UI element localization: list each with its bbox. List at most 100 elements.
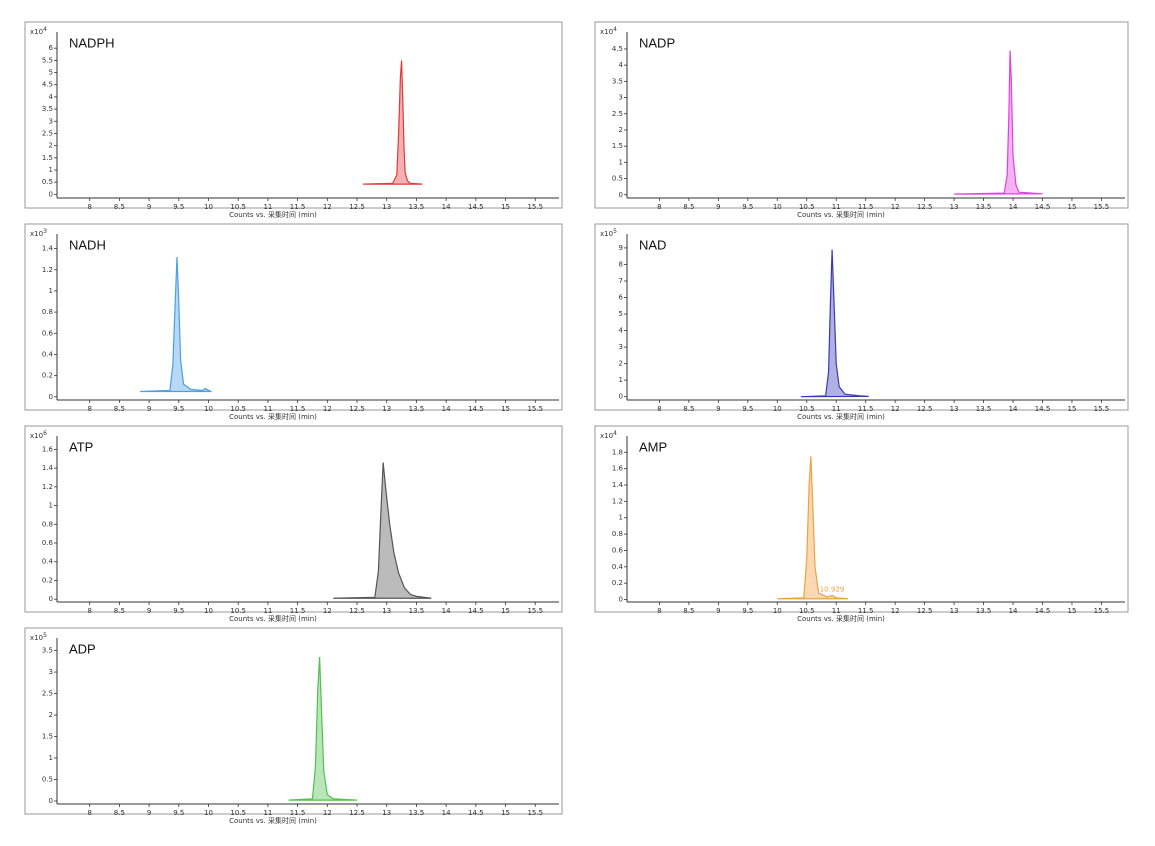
panel-frame (594, 425, 1129, 613)
x-tick-label: 10 (773, 405, 782, 413)
y-multiplier: x104 (600, 26, 617, 37)
panel-frame (24, 21, 563, 209)
y-tick-label: 0.4 (612, 563, 624, 571)
x-tick-label: 15.5 (1094, 607, 1110, 615)
y-tick-label: 1.4 (42, 245, 54, 253)
y-tick-label: 0.8 (42, 308, 53, 316)
y-multiplier-exponent: 3 (43, 228, 47, 235)
panel-frame (594, 21, 1129, 209)
x-tick-label: 13.5 (976, 405, 992, 413)
x-tick-label: 10.5 (799, 607, 815, 615)
x-tick-label: 11 (263, 809, 272, 817)
y-tick-label: 5 (619, 310, 623, 318)
y-tick-label: 0.5 (42, 776, 53, 784)
y-multiplier-exponent: 4 (43, 26, 47, 33)
y-tick-label: 5.5 (42, 56, 53, 64)
y-tick-label: 5 (49, 69, 53, 77)
panel-frame (24, 627, 563, 815)
x-tick-label: 11.5 (858, 405, 874, 413)
x-tick-label: 15.5 (527, 607, 543, 615)
x-tick-label: 10 (773, 607, 782, 615)
x-tick-label: 13.5 (976, 203, 992, 211)
x-tick-label: 9 (147, 809, 151, 817)
y-tick-label: 3.5 (42, 647, 53, 655)
y-tick-label: 4.5 (42, 81, 53, 89)
x-tick-label: 14 (442, 607, 451, 615)
chromatogram-area (140, 257, 212, 393)
x-tick-label: 9 (147, 203, 151, 211)
y-tick-label: 1.6 (42, 445, 54, 453)
y-tick-label: 0 (619, 191, 623, 199)
y-tick-label: 0 (49, 190, 53, 198)
x-tick-label: 12 (323, 203, 332, 211)
x-tick-label: 14.5 (1035, 607, 1051, 615)
y-tick-label: 3 (619, 343, 623, 351)
x-tick-label: 10 (204, 405, 213, 413)
x-tick-label: 13.5 (976, 607, 992, 615)
x-tick-label: 12.5 (917, 405, 933, 413)
y-tick-label: 1.5 (42, 154, 53, 162)
x-tick-label: 15 (501, 607, 510, 615)
x-tick-label: 11.5 (290, 809, 306, 817)
x-tick-label: 15 (501, 203, 510, 211)
y-multiplier: x104 (30, 26, 47, 37)
chromatogram-area (777, 456, 849, 600)
y-tick-label: 1 (49, 754, 53, 762)
x-tick-label: 12 (323, 405, 332, 413)
x-tick-label: 8.5 (683, 607, 694, 615)
x-tick-label: 12 (891, 405, 900, 413)
x-tick-label: 13 (950, 607, 959, 615)
chromatogram-area (800, 249, 869, 398)
x-tick-label: 9.5 (742, 607, 753, 615)
chart-panel: 00.511.522.533.544.58 8.5 9 9.5 10 10.5 11 11.5… (594, 21, 1129, 219)
y-tick-label: 8 (619, 260, 623, 268)
y-multiplier-exponent: 6 (43, 430, 47, 437)
chromatogram-area (362, 60, 423, 185)
x-tick-label: 10 (204, 607, 213, 615)
x-axis-label: Counts vs. 采集时间 (min) (797, 210, 885, 219)
x-tick-label: 11 (832, 405, 841, 413)
x-tick-label: 15 (501, 405, 510, 413)
x-axis-label: Counts vs. 采集时间 (min) (797, 412, 885, 421)
x-tick-label: 15.5 (1094, 203, 1110, 211)
x-tick-label: 10.5 (799, 203, 815, 211)
x-tick-label: 13.5 (409, 203, 425, 211)
x-tick-label: 13.5 (409, 809, 425, 817)
x-tick-label: 11 (263, 607, 272, 615)
x-tick-label: 9 (716, 405, 720, 413)
y-tick-label: 9 (619, 244, 623, 252)
x-tick-label: 15.5 (527, 405, 543, 413)
x-tick-label: 10 (204, 203, 213, 211)
y-tick-label: 3 (619, 94, 623, 102)
x-tick-label: 12.5 (349, 809, 365, 817)
x-tick-label: 10.5 (230, 809, 246, 817)
y-tick-label: 0.6 (42, 539, 54, 547)
x-tick-label: 12.5 (917, 607, 933, 615)
x-tick-label: 9 (716, 203, 720, 211)
y-tick-label: 0.4 (42, 558, 54, 566)
y-tick-label: 0 (49, 595, 53, 603)
x-tick-label: 14 (1009, 405, 1018, 413)
y-multiplier-exponent: 4 (613, 26, 617, 33)
y-tick-label: 6 (49, 44, 54, 52)
x-tick-label: 15 (1067, 607, 1076, 615)
x-tick-label: 12 (323, 809, 332, 817)
x-tick-label: 11.5 (290, 405, 306, 413)
y-multiplier: x106 (30, 430, 47, 441)
x-tick-label: 8 (87, 203, 91, 211)
x-tick-label: 14.5 (468, 405, 484, 413)
x-tick-label: 11.5 (858, 203, 874, 211)
x-tick-label: 12.5 (349, 607, 365, 615)
y-tick-label: 2 (49, 142, 53, 150)
y-tick-label: 0.2 (42, 372, 53, 380)
chart-panel: 0 0.2 0.4 0.6 0.8 1 1.2 1.4 8 8.5 9 9.5 10 10.5 11 11.5… (24, 223, 563, 421)
x-tick-label: 8 (657, 405, 661, 413)
x-tick-label: 13 (382, 203, 391, 211)
x-tick-label: 12.5 (349, 405, 365, 413)
x-tick-label: 15.5 (527, 809, 543, 817)
y-tick-label: 0.4 (42, 350, 54, 358)
x-tick-label: 12.5 (349, 203, 365, 211)
y-tick-label: 2 (619, 126, 623, 134)
